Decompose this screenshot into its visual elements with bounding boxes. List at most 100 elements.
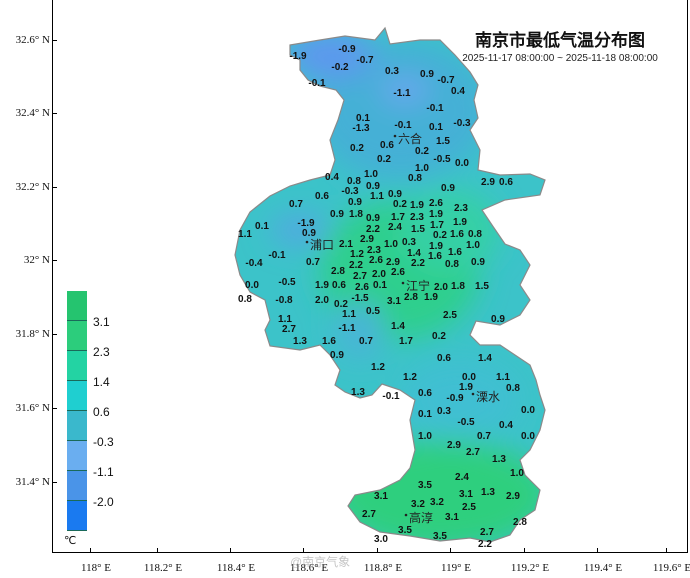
lon-label: 118.2° E bbox=[143, 562, 183, 574]
station-value: 2.2 bbox=[349, 260, 363, 271]
station-value: 0.6 bbox=[418, 388, 432, 399]
station-value: 0.0 bbox=[521, 405, 535, 416]
station-value: 2.9 bbox=[386, 257, 400, 268]
station-value: 0.9 bbox=[330, 209, 344, 220]
station-value: 2.8 bbox=[404, 292, 418, 303]
legend-swatch bbox=[67, 471, 87, 501]
station-value: 0.2 bbox=[334, 299, 348, 310]
station-value: 2.3 bbox=[410, 212, 424, 223]
station-value: 3.5 bbox=[398, 525, 412, 536]
station-value: 0.8 bbox=[506, 383, 520, 394]
station-value: 0.9 bbox=[366, 213, 380, 224]
station-value: 1.1 bbox=[496, 372, 510, 383]
station-value: 0.6 bbox=[499, 177, 513, 188]
station-value: 1.0 bbox=[364, 169, 378, 180]
map-subtitle: 2025-11-17 08:00:00 ~ 2025-11-18 08:00:0… bbox=[462, 53, 658, 64]
lat-tick bbox=[52, 113, 57, 114]
station-value: 3.5 bbox=[418, 480, 432, 491]
station-value: 1.0 bbox=[418, 431, 432, 442]
station-value: 2.9 bbox=[506, 491, 520, 502]
station-value: 2.0 bbox=[372, 269, 386, 280]
station-value: 2.6 bbox=[429, 198, 443, 209]
station-value: 2.3 bbox=[367, 245, 381, 256]
legend-unit: ℃ bbox=[64, 535, 77, 547]
lon-label: 119.6° E bbox=[652, 562, 690, 574]
station-value: 3.2 bbox=[411, 499, 425, 510]
station-value: 3.1 bbox=[445, 512, 459, 523]
station-value: 1.9 bbox=[424, 292, 438, 303]
lat-label: 31.6° N bbox=[15, 402, 50, 414]
station-value: 1.7 bbox=[430, 220, 444, 231]
station-value: 2.9 bbox=[481, 177, 495, 188]
lat-label: 31.4° N bbox=[15, 476, 50, 488]
lat-label: 32° N bbox=[23, 254, 50, 266]
legend-swatch bbox=[67, 381, 87, 411]
station-value: 0.6 bbox=[380, 140, 394, 151]
lon-label: 118.6° E bbox=[289, 562, 329, 574]
lat-tick bbox=[52, 260, 57, 261]
place-marker bbox=[404, 513, 408, 517]
station-value: 2.3 bbox=[454, 203, 468, 214]
station-value: -0.9 bbox=[446, 393, 464, 404]
station-value: 0.1 bbox=[373, 280, 387, 291]
station-value: 1.7 bbox=[391, 212, 405, 223]
lat-tick bbox=[52, 482, 57, 483]
station-value: -0.8 bbox=[275, 295, 293, 306]
station-value: -1.1 bbox=[393, 88, 411, 99]
station-value: 1.2 bbox=[371, 362, 385, 373]
lon-tick bbox=[303, 548, 304, 553]
station-value: 3.1 bbox=[387, 296, 401, 307]
station-value: 0.6 bbox=[315, 191, 329, 202]
lat-label: 32.2° N bbox=[15, 181, 50, 193]
station-value: 2.9 bbox=[360, 234, 374, 245]
station-value: 1.6 bbox=[322, 336, 336, 347]
station-value: 0.2 bbox=[432, 331, 446, 342]
station-value: 2.0 bbox=[434, 282, 448, 293]
station-value: 0.6 bbox=[332, 280, 346, 291]
lat-label: 31.8° N bbox=[15, 328, 50, 340]
place-label: 溧水 bbox=[476, 390, 500, 404]
legend-swatch bbox=[67, 501, 87, 531]
station-value: 0.9 bbox=[441, 183, 455, 194]
lon-tick bbox=[524, 548, 525, 553]
station-value: -0.7 bbox=[356, 55, 374, 66]
station-value: 0.8 bbox=[408, 173, 422, 184]
station-value: 2.5 bbox=[443, 310, 457, 321]
legend-swatch bbox=[67, 321, 87, 351]
station-value: 2.7 bbox=[362, 509, 376, 520]
lon-tick bbox=[450, 548, 451, 553]
legend-swatch bbox=[67, 411, 87, 441]
lon-label: 119.2° E bbox=[510, 562, 550, 574]
place-label: 浦口 bbox=[310, 238, 334, 252]
station-value: 2.7 bbox=[480, 527, 494, 538]
station-value: 3.5 bbox=[433, 531, 447, 542]
station-value: 2.8 bbox=[331, 266, 345, 277]
station-value: 0.3 bbox=[402, 237, 416, 248]
station-value: -0.1 bbox=[382, 391, 400, 402]
station-value: 1.8 bbox=[451, 281, 465, 292]
place-marker bbox=[471, 392, 475, 396]
lon-tick bbox=[157, 548, 158, 553]
lon-tick bbox=[230, 548, 231, 553]
lon-tick bbox=[666, 548, 667, 553]
station-value: 2.2 bbox=[366, 224, 380, 235]
station-value: 2.6 bbox=[391, 267, 405, 278]
station-value: 1.4 bbox=[391, 321, 405, 332]
legend-label: -1.1 bbox=[93, 465, 114, 479]
lon-label: 118° E bbox=[81, 562, 111, 574]
station-value: 0.5 bbox=[366, 306, 380, 317]
station-value: -1.9 bbox=[289, 51, 307, 62]
station-value: 1.3 bbox=[481, 487, 495, 498]
station-value: 3.1 bbox=[459, 489, 473, 500]
station-value: -0.1 bbox=[268, 250, 286, 261]
station-value: 0.2 bbox=[433, 230, 447, 241]
station-value: 1.9 bbox=[315, 280, 329, 291]
station-value: 1.9 bbox=[453, 217, 467, 228]
station-value: 2.4 bbox=[455, 472, 469, 483]
station-value: 0.0 bbox=[455, 158, 469, 169]
station-value: -1.9 bbox=[297, 218, 315, 229]
station-value: -1.5 bbox=[351, 293, 369, 304]
station-value: -0.3 bbox=[341, 186, 359, 197]
station-value: 2.1 bbox=[339, 239, 353, 250]
place-label: 六合 bbox=[398, 131, 422, 146]
